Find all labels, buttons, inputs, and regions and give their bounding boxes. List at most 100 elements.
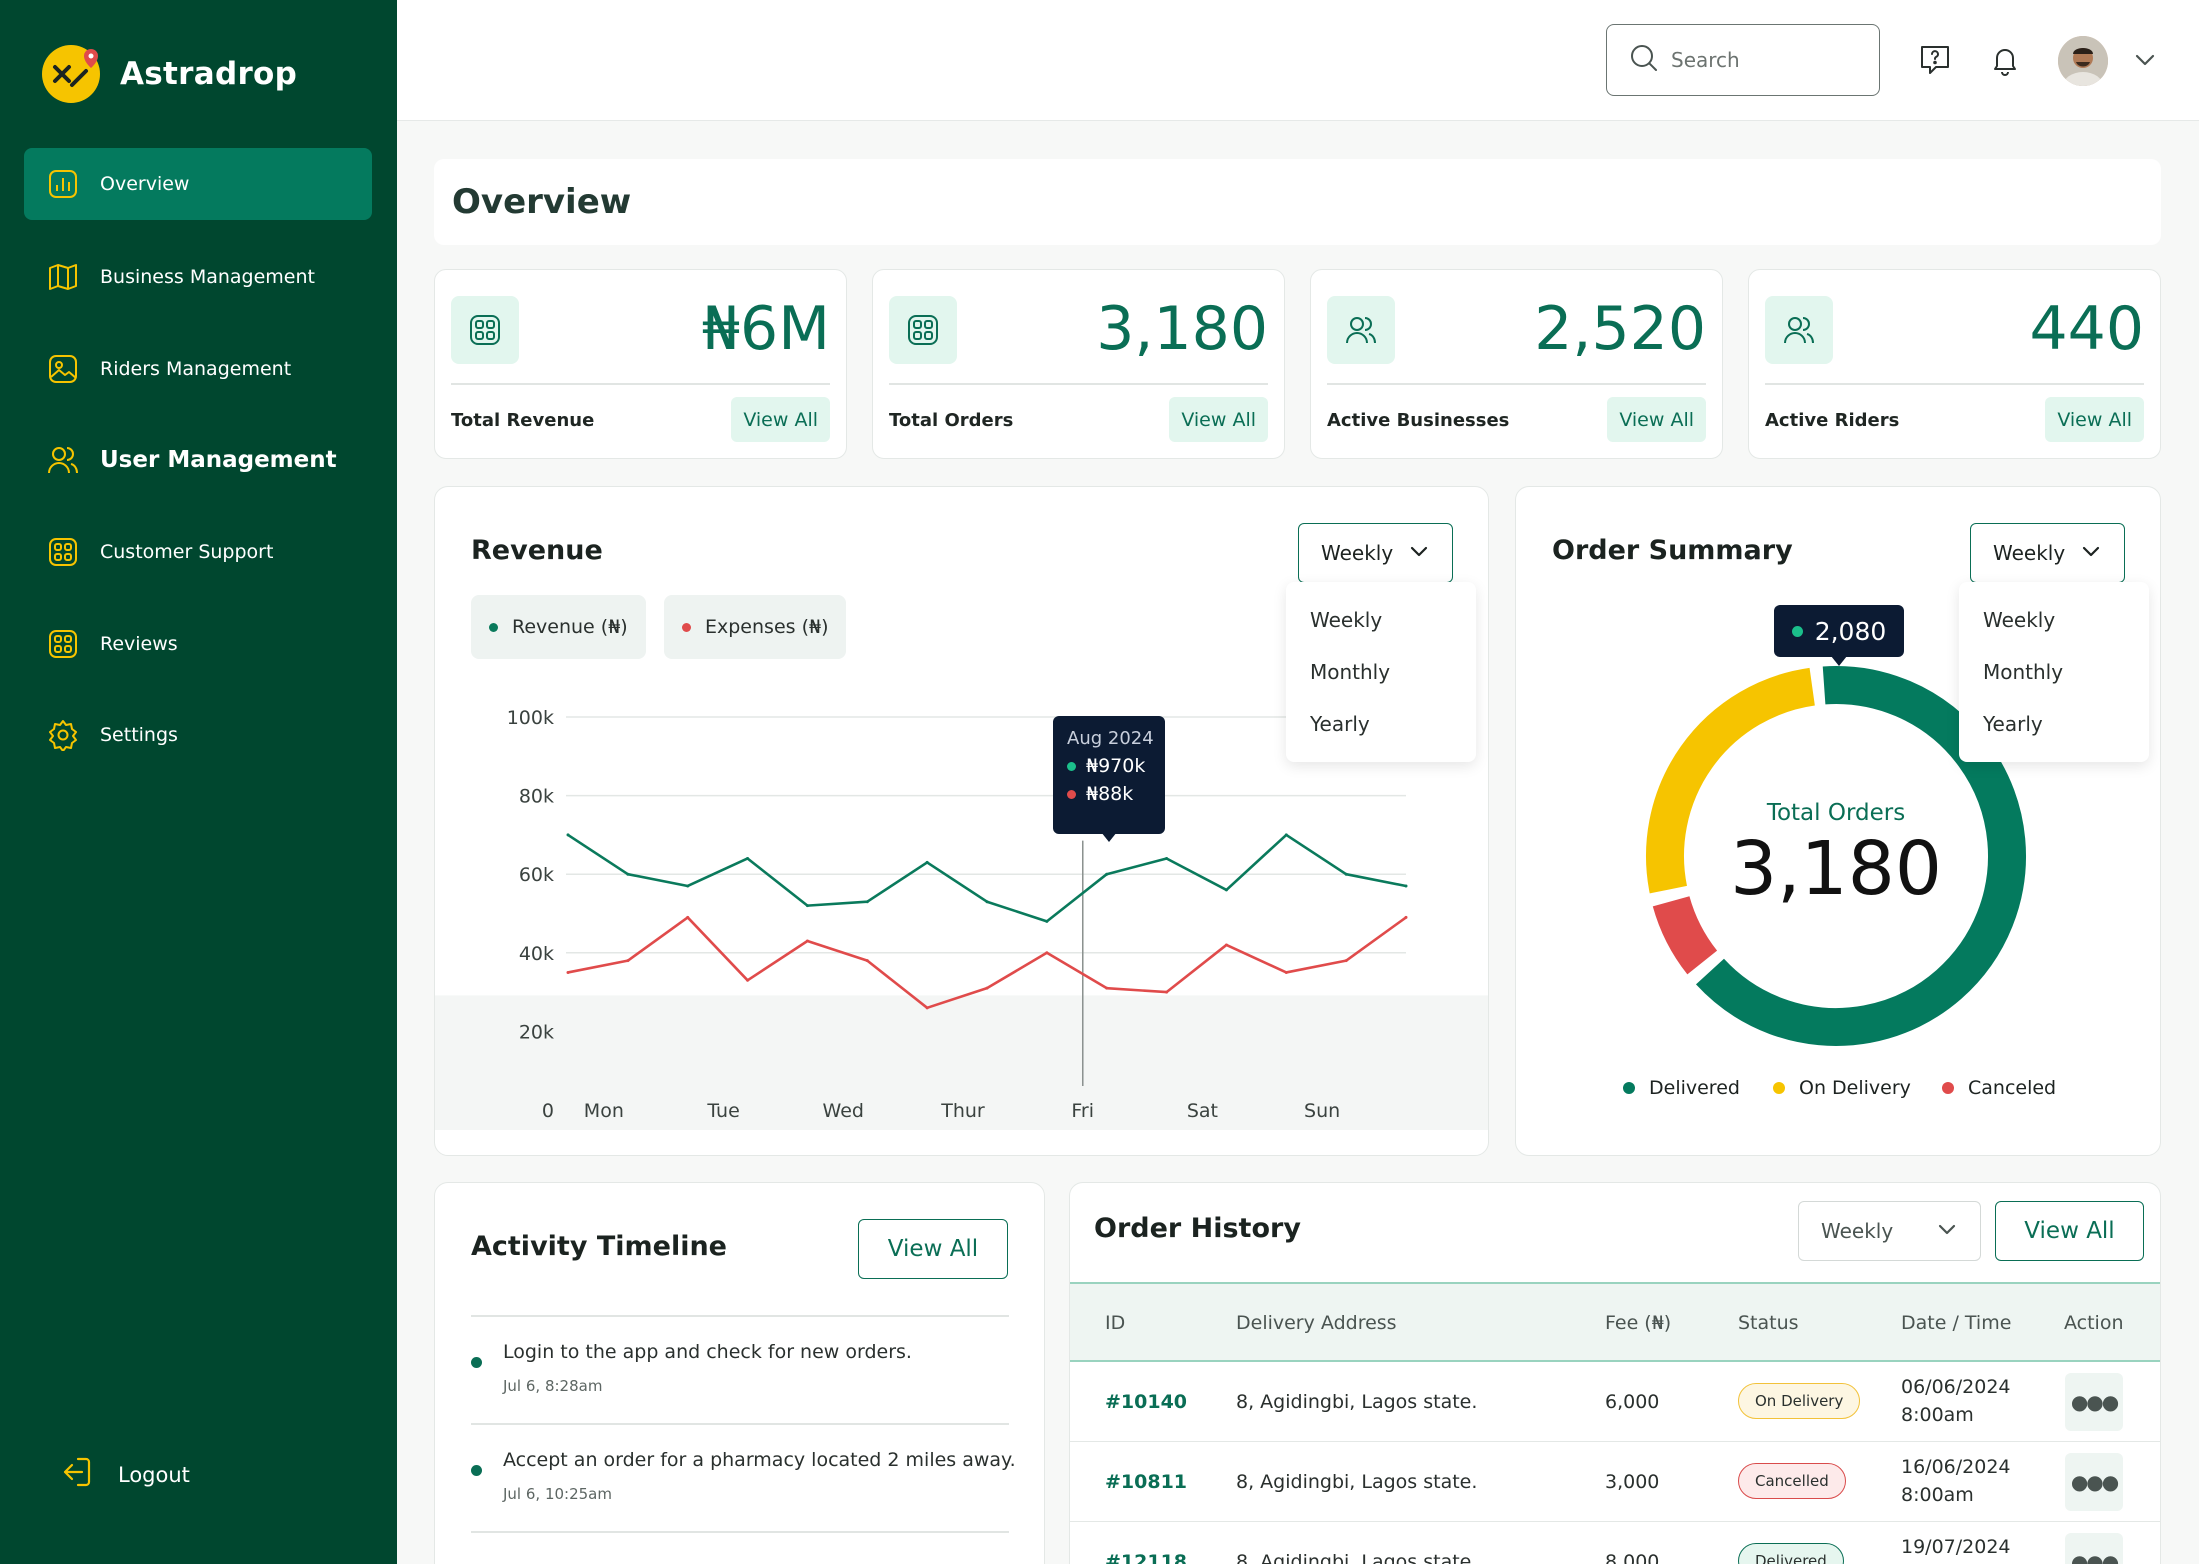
on-delivery-dot — [1773, 1082, 1785, 1094]
column-header-id[interactable]: ID — [1105, 1312, 1126, 1334]
column-header-date[interactable]: Date / Time — [1901, 1312, 2012, 1334]
brand[interactable]: Astradrop — [42, 45, 297, 103]
order-id[interactable]: #10140 — [1105, 1391, 1188, 1413]
chevron-down-icon — [2080, 540, 2102, 567]
x-tick-label: Thur — [940, 1100, 985, 1122]
timeline-time: Jul 6, 8:28am — [503, 1377, 603, 1395]
expenses-point — [1284, 970, 1288, 974]
sidebar-item-settings[interactable]: Settings — [24, 699, 372, 771]
timeline-dot — [471, 1465, 482, 1476]
stat-value: ₦6M — [701, 294, 830, 364]
sidebar-item-riders-management[interactable]: Riders Management — [24, 333, 372, 405]
order-history-view-all-button[interactable]: View All — [1995, 1201, 2144, 1261]
view-all-button[interactable]: View All — [1607, 397, 1706, 442]
table-row[interactable]: #10811 8, Agidingbi, Lagos state. 3,000 … — [1070, 1442, 2160, 1522]
grid-icon — [889, 296, 957, 364]
revenue-point — [566, 833, 570, 837]
logout-button[interactable]: Logout — [58, 1454, 190, 1495]
status-badge: On Delivery — [1738, 1383, 1861, 1419]
column-header-status[interactable]: Status — [1738, 1312, 1799, 1334]
tooltip-expenses-row: ₦88k — [1067, 783, 1165, 805]
dropdown-option-yearly[interactable]: Yearly — [1983, 712, 2043, 736]
revenue-dot — [489, 622, 498, 632]
dropdown-option-monthly[interactable]: Monthly — [1310, 660, 1391, 684]
revenue-period-select[interactable]: Weekly — [1298, 523, 1453, 583]
table-row[interactable]: #12118 8, Agidingbi, Lagos state. 8,000 … — [1070, 1522, 2160, 1564]
tooltip-revenue: ₦970k — [1086, 755, 1146, 777]
chevron-down-icon — [1936, 1218, 1958, 1245]
dropdown-option-weekly[interactable]: Weekly — [1310, 608, 1383, 632]
x-tick-label: Sun — [1304, 1100, 1340, 1122]
x-tick-label: Fri — [1071, 1100, 1094, 1122]
order-fee: 3,000 — [1605, 1471, 1660, 1493]
expenses-point — [1224, 943, 1228, 947]
sidebar-item-business-management[interactable]: Business Management — [24, 241, 372, 313]
divider — [471, 1315, 1009, 1317]
view-all-button[interactable]: View All — [2045, 397, 2144, 442]
order-id[interactable]: #10811 — [1105, 1471, 1188, 1493]
order-history-period-select[interactable]: Weekly — [1798, 1201, 1981, 1261]
dropdown-option-yearly[interactable]: Yearly — [1310, 712, 1370, 736]
more-icon[interactable]: ●●● — [2065, 1453, 2123, 1511]
donut-center-label: Total Orders — [1766, 800, 1906, 826]
view-all-button[interactable]: View All — [731, 397, 830, 442]
view-all-button[interactable]: View All — [1169, 397, 1268, 442]
search-input[interactable]: Search — [1606, 24, 1880, 96]
status-badge: Delivered — [1738, 1543, 1844, 1564]
activity-view-all-button[interactable]: View All — [858, 1219, 1008, 1279]
order-date: 19/07/2024 — [1901, 1536, 2011, 1558]
sidebar-item-user-management[interactable]: User Management — [24, 424, 372, 496]
legend-expenses[interactable]: Expenses (₦) — [664, 595, 847, 659]
logout-icon — [58, 1454, 94, 1495]
order-fee: 6,000 — [1605, 1391, 1660, 1413]
order-time: 8:00am — [1901, 1484, 1974, 1506]
avatar[interactable] — [2058, 36, 2108, 86]
help-chat-icon[interactable] — [1917, 42, 1953, 78]
table-row[interactable]: #10140 8, Agidingbi, Lagos state. 6,000 … — [1070, 1362, 2160, 1442]
order-id[interactable]: #12118 — [1105, 1551, 1188, 1564]
donut-slice-delivered[interactable] — [1696, 666, 2026, 1046]
more-icon[interactable]: ●●● — [2065, 1373, 2123, 1431]
expenses-point — [1105, 986, 1109, 990]
donut-slice-on-delivery[interactable] — [1646, 667, 1816, 894]
sidebar-item-overview[interactable]: Overview — [24, 148, 372, 220]
dropdown-option-monthly[interactable]: Monthly — [1983, 660, 2064, 684]
stat-label: Total Orders — [889, 410, 1014, 431]
donut-slice-canceled[interactable] — [1652, 895, 1718, 975]
donut-center-value: 3,180 — [1730, 826, 1942, 912]
sidebar-item-label: Business Management — [100, 266, 315, 288]
dropdown-option-weekly[interactable]: Weekly — [1983, 608, 2056, 632]
stat-card-active-riders: 440 Active Riders View All — [1748, 269, 2161, 459]
chevron-down-icon[interactable] — [2127, 42, 2163, 78]
x-tick-label: Mon — [584, 1100, 624, 1122]
divider — [471, 1423, 1009, 1425]
column-header-address[interactable]: Delivery Address — [1236, 1312, 1397, 1334]
activity-title: Activity Timeline — [471, 1231, 727, 1262]
activity-timeline-card: Activity Timeline View All Login to the … — [434, 1182, 1045, 1564]
order-summary-period-select[interactable]: Weekly — [1970, 523, 2125, 583]
sidebar-item-label: User Management — [100, 447, 337, 473]
sidebar: Astradrop Overview Business Management R… — [0, 0, 397, 1564]
column-header-action[interactable]: Action — [2064, 1312, 2124, 1334]
stat-card-total-orders: 3,180 Total Orders View All — [872, 269, 1285, 459]
delivered-dot — [1791, 625, 1803, 637]
legend-delivered: Delivered — [1623, 1077, 1740, 1099]
legend-revenue[interactable]: Revenue (₦) — [471, 595, 646, 659]
timeline-dot — [471, 1357, 482, 1368]
column-header-fee[interactable]: Fee (₦) — [1605, 1312, 1672, 1334]
revenue-line-chart: 100k 80k 60k 40k 20k 0 Mon Tue Wed Thur Fri Sat Sun — [435, 707, 1488, 1130]
divider — [471, 1531, 1009, 1533]
sidebar-item-customer-support[interactable]: Customer Support — [24, 516, 372, 588]
sidebar-item-reviews[interactable]: Reviews — [24, 608, 372, 680]
bell-icon[interactable] — [1987, 42, 2023, 78]
users-icon — [1765, 296, 1833, 364]
sidebar-item-label: Customer Support — [100, 541, 274, 563]
divider — [889, 383, 1268, 385]
more-icon[interactable]: ●●● — [2065, 1533, 2123, 1564]
tooltip-date: Aug 2024 — [1067, 728, 1154, 749]
expenses-point — [746, 978, 750, 982]
expenses-point — [566, 970, 570, 974]
stat-card-total-revenue: ₦6M Total Revenue View All — [434, 269, 847, 459]
x-tick-label: Wed — [823, 1100, 864, 1122]
legend-label: Canceled — [1968, 1077, 2057, 1099]
